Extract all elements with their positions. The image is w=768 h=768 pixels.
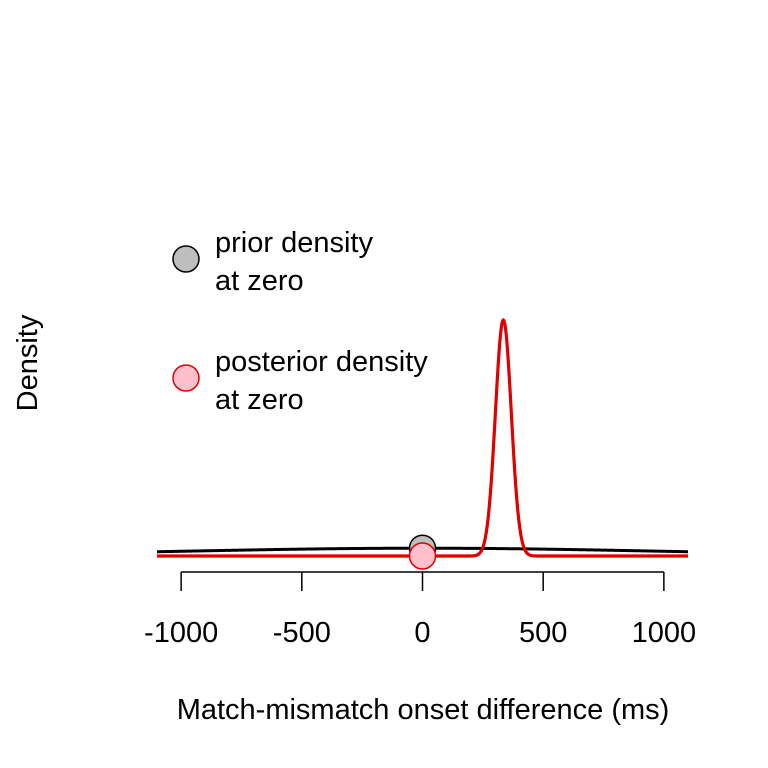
legend-label-line1: posterior density bbox=[215, 346, 428, 378]
points-layer bbox=[408, 534, 437, 570]
x-tick-label: 0 bbox=[414, 617, 430, 649]
x-axis: -1000 -500 0 500 1000 bbox=[144, 571, 697, 649]
x-tick-label: 1000 bbox=[632, 617, 697, 649]
posterior-density-point bbox=[408, 542, 437, 570]
legend-label-line1: prior density bbox=[215, 227, 373, 259]
y-axis-label: Density bbox=[12, 314, 44, 411]
x-axis-label: Match-mismatch onset difference (ms) bbox=[177, 694, 670, 726]
legend-label-line2: at zero bbox=[215, 384, 304, 416]
x-tick-label: 500 bbox=[519, 617, 567, 649]
legend: prior density at zero posterior density at … bbox=[172, 227, 428, 416]
legend-posterior-marker bbox=[172, 364, 200, 392]
x-tick-label: -500 bbox=[273, 617, 331, 649]
legend-label-line2: at zero bbox=[215, 265, 304, 297]
legend-prior-marker bbox=[172, 245, 200, 273]
x-tick-label: -1000 bbox=[144, 617, 218, 649]
